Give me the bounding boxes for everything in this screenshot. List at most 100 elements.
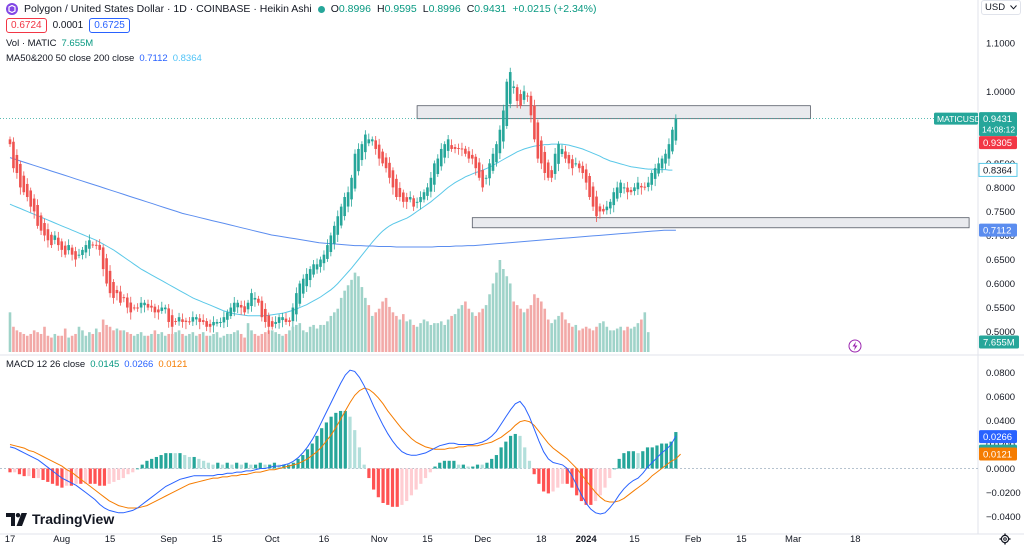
svg-text:0.8364: 0.8364 bbox=[983, 165, 1012, 176]
gear-icon[interactable] bbox=[999, 533, 1011, 545]
volume-bar bbox=[612, 330, 616, 352]
macd-histogram-bar bbox=[400, 468, 404, 505]
candle-body bbox=[343, 197, 346, 217]
svg-text:0.0121: 0.0121 bbox=[983, 449, 1012, 460]
candle-body bbox=[270, 321, 274, 327]
volume-bar bbox=[98, 332, 101, 352]
candle-body bbox=[605, 206, 609, 211]
volume-bar bbox=[536, 297, 540, 352]
volume-bar bbox=[195, 335, 198, 352]
svg-text:0.9431: 0.9431 bbox=[983, 114, 1012, 125]
candle-body bbox=[374, 140, 377, 149]
ma50-axis-tag: 0.7112 bbox=[979, 223, 1017, 237]
candle-body bbox=[115, 289, 119, 294]
candle-body bbox=[546, 162, 550, 178]
volume-bar bbox=[94, 328, 98, 352]
volume-bar bbox=[184, 335, 188, 352]
macd-histogram-bar bbox=[263, 464, 267, 469]
volume-bar bbox=[581, 328, 584, 352]
macd-histogram-bar bbox=[556, 468, 560, 488]
candle-body bbox=[588, 176, 591, 198]
macd-histogram-bar bbox=[154, 456, 158, 469]
time-tick-label: 18 bbox=[850, 534, 861, 545]
low-label: L bbox=[422, 3, 429, 15]
macd-histogram-bar bbox=[121, 468, 125, 479]
candle-body bbox=[77, 254, 81, 256]
volume-bar bbox=[553, 319, 557, 352]
candle-body bbox=[577, 163, 581, 169]
candle-body bbox=[222, 317, 226, 323]
ma-legend[interactable]: MA50&200 50 close 200 close 0.7112 0.836… bbox=[6, 53, 202, 64]
volume-bar bbox=[67, 337, 70, 352]
candle-body bbox=[32, 198, 36, 212]
candle-body bbox=[360, 144, 364, 161]
macd-histogram-bar bbox=[575, 468, 579, 496]
macd-legend[interactable]: MACD 12 26 close 0.0145 0.0266 0.0121 bbox=[6, 359, 187, 370]
buy-button[interactable]: 0.6725 bbox=[89, 18, 130, 33]
candle-body bbox=[201, 320, 205, 322]
volume-bar bbox=[443, 324, 446, 352]
currency-selector[interactable]: USD bbox=[981, 0, 1021, 15]
volume-bar bbox=[495, 272, 498, 352]
volume-bar bbox=[615, 328, 619, 352]
candle-body bbox=[540, 140, 543, 164]
volume-bar bbox=[205, 335, 208, 352]
axis-tags: MATICUSD 0.943114:08:120.93050.83640.7112… bbox=[848, 112, 1019, 461]
candle-body bbox=[508, 72, 512, 104]
price-tick-label: 1.1000 bbox=[986, 39, 1015, 50]
candle-body bbox=[488, 163, 491, 179]
macd-histogram-bar bbox=[183, 455, 187, 469]
macd-line bbox=[9, 369, 677, 515]
volume-bar bbox=[63, 328, 67, 352]
volume-bar bbox=[126, 332, 129, 352]
macd-histogram-bar bbox=[211, 464, 215, 469]
order-panel: 0.6724 0.0001 0.6725 bbox=[6, 18, 130, 33]
macd-histogram-bar bbox=[518, 435, 522, 469]
candle-body bbox=[50, 234, 53, 246]
macd-histogram-bar bbox=[178, 453, 182, 469]
candle-body bbox=[336, 216, 340, 235]
symbol-title[interactable]: Polygon / United States Dollar · 1D · CO… bbox=[24, 3, 312, 15]
macd-histogram-bar bbox=[423, 468, 428, 479]
macd-histogram-bar bbox=[112, 468, 116, 482]
candle-body bbox=[15, 154, 19, 173]
volume-bar bbox=[157, 333, 160, 352]
sell-button[interactable]: 0.6724 bbox=[6, 18, 47, 33]
time-tick-label: 2024 bbox=[576, 534, 598, 545]
candle-body bbox=[615, 187, 619, 199]
candle-body bbox=[529, 95, 533, 116]
lightning-icon[interactable] bbox=[848, 339, 862, 353]
macd-tick-label: −0.0200 bbox=[986, 488, 1021, 499]
volume-bar bbox=[491, 283, 495, 352]
volume-legend[interactable]: Vol · MATIC 7.655M bbox=[6, 38, 93, 49]
macd-histogram-bar bbox=[220, 464, 225, 469]
candle-body bbox=[208, 323, 212, 327]
volume-bar bbox=[474, 315, 478, 352]
volume-bar bbox=[305, 332, 308, 352]
macd-histogram-bar bbox=[419, 468, 423, 484]
volume-bar bbox=[415, 326, 419, 352]
macd-histogram-bar bbox=[55, 468, 59, 486]
volume-bar bbox=[633, 326, 636, 352]
volume-bar bbox=[505, 276, 509, 352]
volume-bar bbox=[457, 308, 460, 352]
brand-name: TradingView bbox=[32, 511, 115, 527]
macd-histogram-bar bbox=[414, 468, 418, 490]
candle-body bbox=[253, 297, 257, 300]
candle-body bbox=[602, 208, 605, 212]
volume-bar bbox=[70, 335, 74, 352]
low-value: 0.8996 bbox=[428, 3, 461, 15]
ma200-axis-tag: 0.8364 bbox=[979, 163, 1017, 177]
candle-body bbox=[474, 156, 478, 169]
volume-bar bbox=[253, 333, 257, 352]
tradingview-brand[interactable]: TradingView bbox=[6, 511, 114, 527]
volume-bar bbox=[277, 333, 281, 352]
candle-body bbox=[277, 317, 281, 323]
macd-histogram-bar bbox=[135, 468, 140, 470]
macd-histogram-bar bbox=[631, 451, 635, 469]
macd-histogram-bar bbox=[253, 464, 258, 469]
svg-text:14:08:12: 14:08:12 bbox=[982, 125, 1015, 135]
time-tick-label: 15 bbox=[422, 534, 433, 545]
volume-bar bbox=[560, 312, 564, 352]
